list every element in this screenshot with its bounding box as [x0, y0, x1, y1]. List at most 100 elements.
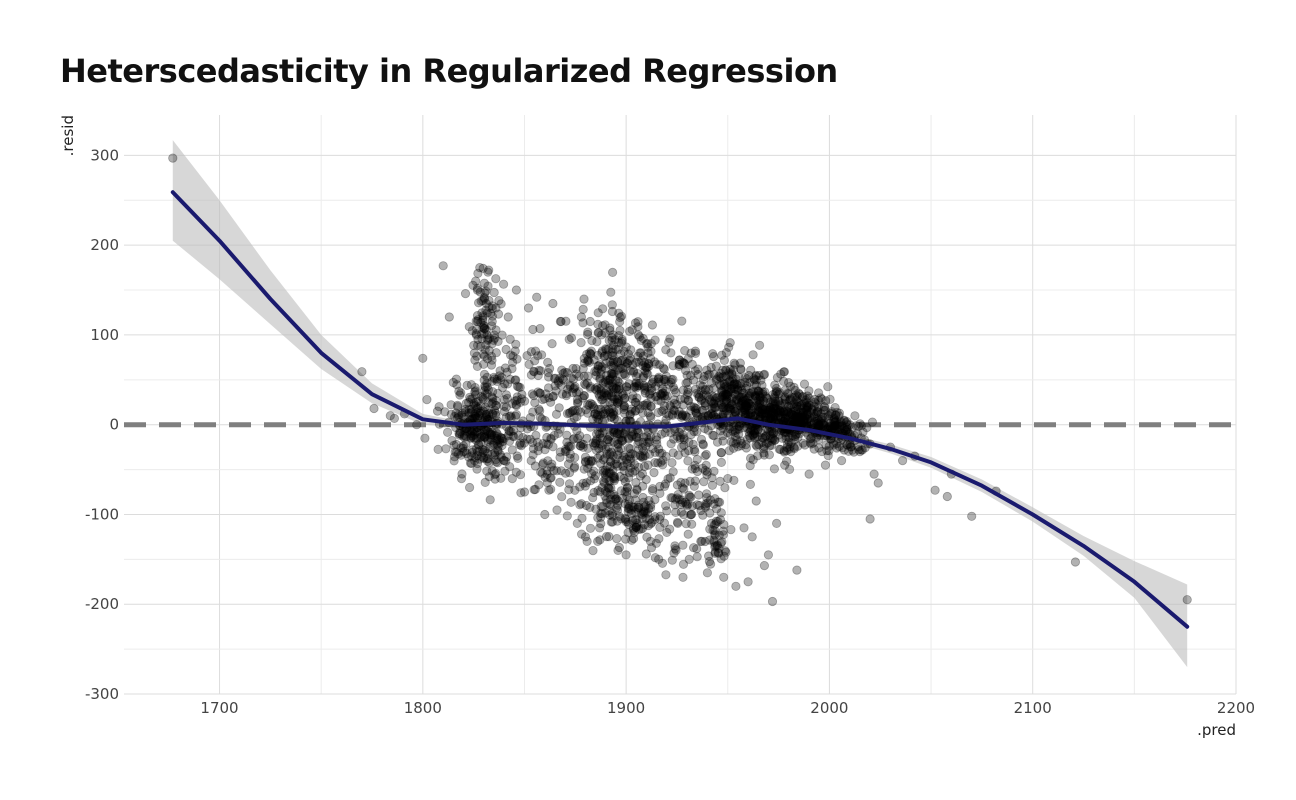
residual-point [532, 292, 542, 302]
residual-point [597, 440, 608, 450]
residual-point [511, 400, 522, 411]
residual-point [493, 445, 503, 455]
residual-point [489, 287, 499, 298]
residual-point [584, 459, 594, 469]
residual-point [498, 279, 509, 289]
residual-point [584, 400, 594, 410]
residual-point [489, 372, 499, 382]
residual-point [698, 390, 708, 400]
residual-point [485, 495, 495, 505]
residual-point [572, 398, 583, 408]
residual-point [471, 328, 481, 339]
residual-point [491, 454, 501, 465]
residual-point [475, 262, 485, 273]
residual-point [624, 326, 635, 336]
residual-point [687, 519, 697, 529]
residual-point [487, 303, 497, 314]
residual-point [799, 379, 810, 389]
residual-point [476, 437, 486, 448]
residual-point [547, 459, 557, 469]
residual-point [583, 399, 593, 410]
residual-point [613, 365, 623, 375]
residual-point [529, 367, 539, 377]
residual-point [739, 422, 749, 433]
residual-point [482, 330, 492, 340]
residual-point [476, 391, 486, 402]
residual-point [608, 357, 618, 367]
residual-point [603, 388, 614, 398]
residual-point [499, 395, 509, 405]
residual-point [605, 431, 615, 441]
residual-point [472, 426, 482, 437]
residual-point [526, 370, 537, 380]
residual-point [568, 363, 578, 374]
residual-point [438, 261, 448, 271]
y-axis-ticks: -300 -200 -100 0 100 200 300 [85, 146, 119, 703]
residual-point [464, 404, 474, 414]
residual-point [622, 482, 633, 492]
residual-point [570, 452, 580, 463]
residual-point [488, 335, 499, 345]
residual-point [566, 373, 576, 383]
y-tick-label: -300 [85, 685, 119, 703]
residual-point [533, 351, 543, 361]
residual-point [481, 325, 491, 335]
residual-point [733, 442, 743, 452]
residual-point [442, 427, 453, 437]
residual-point [549, 374, 560, 384]
residual-point [473, 396, 483, 406]
residual-point [495, 438, 505, 448]
residual-point [456, 443, 466, 453]
residual-point [728, 426, 738, 436]
residual-point [659, 518, 670, 528]
residual-point [659, 364, 669, 374]
residual-point [504, 436, 515, 446]
residual-point [710, 541, 721, 551]
residual-point [482, 448, 493, 458]
residual-point [480, 477, 490, 487]
residual-point [654, 554, 664, 564]
residual-point [649, 467, 659, 478]
residual-point [512, 381, 523, 391]
residual-point [497, 372, 507, 382]
residual-point [588, 456, 598, 466]
residual-point [603, 344, 614, 354]
residual-point [519, 487, 530, 497]
residual-point [489, 330, 499, 340]
residual-point [510, 375, 520, 385]
residual-point [474, 446, 484, 456]
residual-point [700, 423, 710, 434]
residual-point [492, 435, 502, 445]
x-tick-label: 1700 [200, 699, 238, 717]
residual-point [580, 456, 591, 466]
y-tick-label: -100 [85, 506, 119, 524]
residual-point [472, 324, 482, 334]
residual-point [460, 404, 470, 415]
residual-point [692, 552, 702, 562]
residual-point [583, 463, 593, 473]
residual-point [583, 371, 593, 381]
residual-point [626, 404, 637, 414]
residual-point [594, 523, 605, 533]
residual-point [647, 320, 658, 330]
residual-point [489, 405, 500, 415]
residual-point [579, 371, 589, 381]
residual-point [495, 432, 506, 442]
residual-point [688, 439, 698, 449]
residual-point [487, 301, 497, 311]
residual-point [812, 406, 822, 416]
residual-point [583, 327, 593, 337]
residual-point [506, 411, 516, 421]
residual-point [516, 488, 526, 498]
residual-point [796, 411, 806, 421]
residual-point [608, 409, 618, 419]
residual-point [654, 534, 664, 544]
residual-point [453, 402, 463, 412]
residual-point [460, 288, 471, 299]
residual-point [496, 375, 506, 385]
residual-point [500, 466, 510, 476]
residual-point [611, 384, 622, 394]
residual-point [648, 484, 658, 494]
residual-point [496, 473, 506, 483]
residual-point [484, 427, 494, 437]
